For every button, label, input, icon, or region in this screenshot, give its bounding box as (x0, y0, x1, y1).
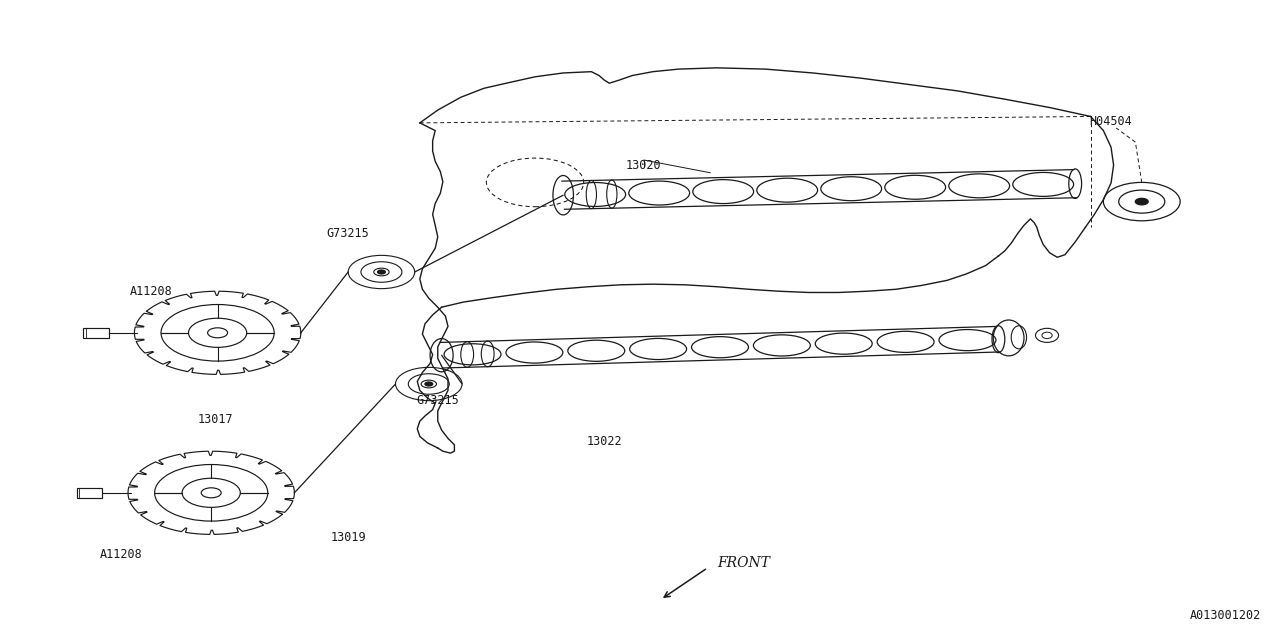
Circle shape (1135, 198, 1148, 205)
Text: 13020: 13020 (626, 159, 662, 172)
Text: G73215: G73215 (416, 394, 460, 406)
Text: A11208: A11208 (129, 285, 173, 298)
Text: 13019: 13019 (330, 531, 366, 544)
Circle shape (425, 382, 433, 386)
Circle shape (378, 270, 385, 274)
Text: 13022: 13022 (586, 435, 622, 448)
Text: 13017: 13017 (197, 413, 233, 426)
Text: A11208: A11208 (100, 548, 143, 561)
Text: FRONT: FRONT (717, 556, 769, 570)
Text: G73215: G73215 (326, 227, 370, 240)
Text: H04504: H04504 (1089, 115, 1133, 128)
Text: A013001202: A013001202 (1189, 609, 1261, 622)
